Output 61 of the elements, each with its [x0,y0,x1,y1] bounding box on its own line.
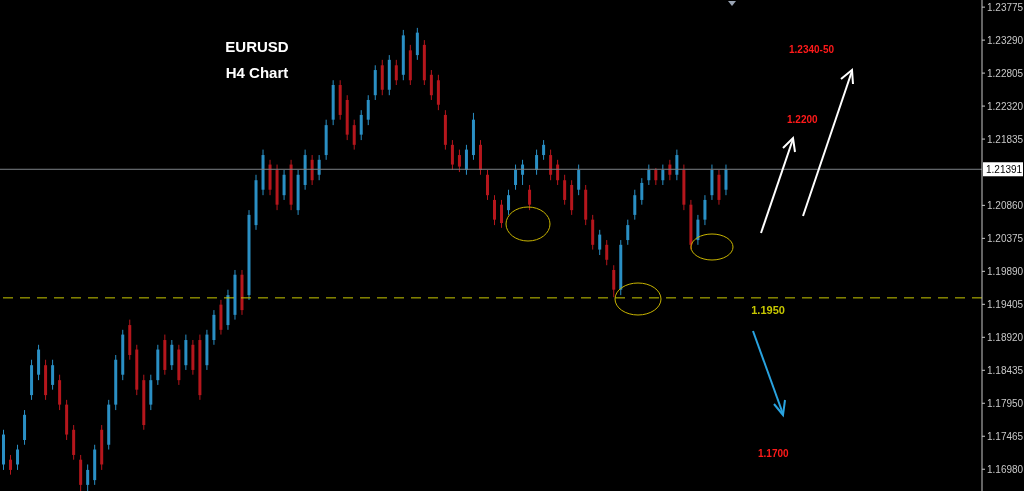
candlestick [535,149,539,176]
candlestick [696,214,700,246]
y-tick-label: 1.17950 [987,397,1024,409]
y-tick-label: 1.23290 [987,34,1024,46]
candlestick [703,194,707,226]
candlestick [605,239,609,266]
candlestick [661,164,665,186]
y-tick-label: 1.23775 [987,1,1024,13]
candlestick [549,149,553,181]
candlestick [86,463,90,491]
y-tick-label: 1.19890 [987,265,1024,277]
candlestick [415,27,419,61]
candlestick [598,229,602,256]
candlestick [633,189,637,221]
candlestick [359,109,363,141]
candlestick [170,339,174,371]
y-tick-label: 1.22320 [987,100,1024,112]
candlestick [429,69,433,101]
candlestick [282,169,286,201]
text: H4 Chart [224,64,290,81]
y-tick-label: 1.21835 [987,133,1024,145]
candlestick [640,177,644,206]
annotation: 1.1700 [758,448,789,459]
candlestick [352,119,356,151]
candlestick [542,139,546,161]
candlestick [724,164,728,196]
ref-line-label: 1.1950 [751,303,785,316]
y-tick-label: 1.16980 [987,463,1024,475]
candlestick [507,189,511,216]
y-tick-label: 1.22805 [987,67,1024,79]
ref-line-label: 1.21391 [986,164,1023,176]
candlestick [675,149,679,181]
candlestick [317,154,321,181]
candlestick [500,199,504,229]
annotation: 1.2340-50 [789,44,835,55]
candlestick [450,139,454,171]
candlestick [563,174,567,206]
candlestick [457,149,461,173]
candlestick [626,219,630,246]
candlestick [394,59,398,86]
candlestick [464,144,468,176]
candlestick [528,184,532,211]
candlestick [9,454,13,476]
y-tick-label: 1.18435 [987,364,1024,376]
y-tick-label: 1.17465 [987,430,1024,442]
y-tick-label: 1.19405 [987,298,1024,310]
candlestick [493,194,496,226]
annotation: 1.2200 [787,114,818,125]
candlestick [310,154,314,186]
candlestick [485,169,489,201]
candlestick [612,264,616,298]
candlestick [577,164,581,196]
y-tick-label: 1.20860 [987,199,1024,211]
candlestick [514,164,518,191]
candlestick [366,94,370,126]
candlestick [16,444,20,471]
text: EURUSD [224,38,290,55]
candlestick [647,164,651,186]
y-tick-label: 1.20375 [987,232,1024,244]
candlestick [51,359,55,391]
y-tick-label: 1.18920 [987,331,1024,343]
